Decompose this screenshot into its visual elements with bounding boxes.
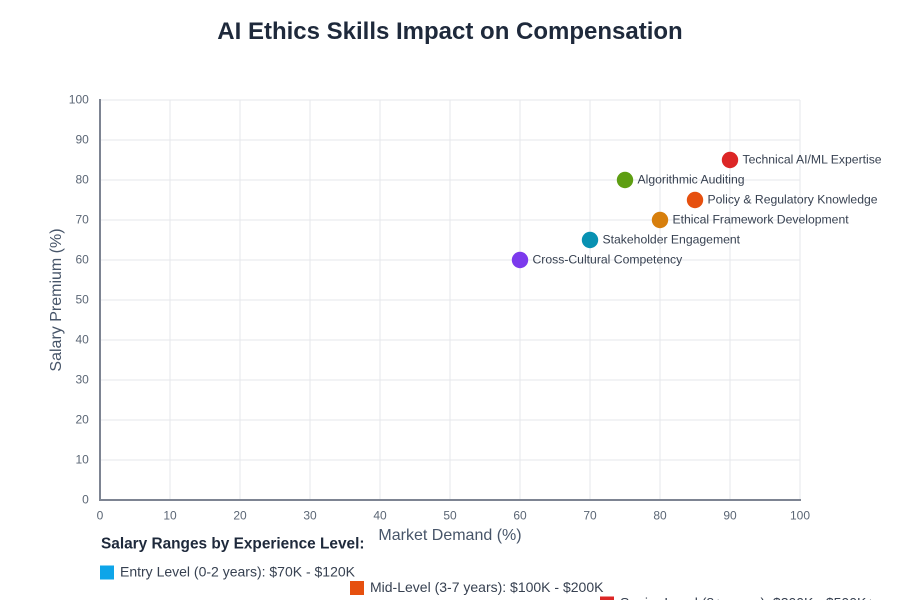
svg-text:Entry Level (0-2 years): $70K: Entry Level (0-2 years): $70K - $120K — [120, 563, 356, 579]
svg-text:50: 50 — [443, 509, 457, 523]
svg-text:Salary Premium (%): Salary Premium (%) — [48, 228, 65, 371]
svg-text:100: 100 — [69, 93, 89, 107]
svg-text:30: 30 — [303, 509, 317, 523]
svg-text:0: 0 — [82, 493, 89, 507]
svg-text:70: 70 — [583, 509, 597, 523]
svg-text:60: 60 — [75, 253, 89, 267]
svg-text:AI Ethics Skills Impact on Com: AI Ethics Skills Impact on Compensation — [217, 18, 682, 45]
svg-text:60: 60 — [513, 509, 527, 523]
svg-text:20: 20 — [75, 413, 89, 427]
svg-text:0: 0 — [97, 509, 104, 523]
svg-text:40: 40 — [75, 333, 89, 347]
svg-text:Senior Level (8+ years): $200K: Senior Level (8+ years): $200K - $500K+ — [620, 594, 875, 600]
svg-text:Algorithmic Auditing: Algorithmic Auditing — [638, 173, 745, 187]
svg-text:30: 30 — [75, 373, 89, 387]
svg-text:Policy & Regulatory Knowledge: Policy & Regulatory Knowledge — [708, 193, 878, 207]
svg-text:80: 80 — [653, 509, 667, 523]
svg-text:10: 10 — [163, 509, 177, 523]
svg-text:Mid-Level (3-7 years): $100K -: Mid-Level (3-7 years): $100K - $200K — [370, 579, 604, 595]
svg-text:40: 40 — [373, 509, 387, 523]
svg-text:90: 90 — [75, 133, 89, 147]
svg-text:20: 20 — [233, 509, 247, 523]
svg-text:Technical AI/ML Expertise: Technical AI/ML Expertise — [743, 153, 882, 167]
svg-text:Stakeholder Engagement: Stakeholder Engagement — [603, 233, 741, 247]
svg-text:10: 10 — [75, 453, 89, 467]
svg-text:50: 50 — [75, 293, 89, 307]
svg-text:80: 80 — [75, 173, 89, 187]
svg-text:Ethical Framework Development: Ethical Framework Development — [673, 213, 850, 227]
svg-text:Salary Ranges by Experience Le: Salary Ranges by Experience Level: — [101, 535, 364, 552]
svg-text:Market Demand (%): Market Demand (%) — [378, 527, 521, 544]
svg-text:70: 70 — [75, 213, 89, 227]
svg-text:90: 90 — [723, 509, 737, 523]
svg-text:Cross-Cultural Competency: Cross-Cultural Competency — [533, 253, 684, 267]
svg-text:100: 100 — [790, 509, 810, 523]
